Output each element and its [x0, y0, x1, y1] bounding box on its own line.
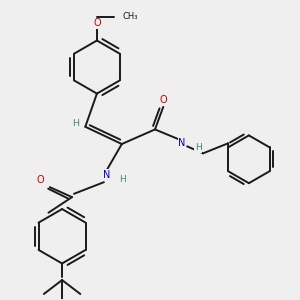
Text: O: O	[93, 18, 101, 28]
Text: N: N	[103, 169, 110, 180]
Text: N: N	[178, 138, 186, 148]
Text: O: O	[37, 175, 44, 184]
Text: H: H	[195, 143, 202, 152]
Text: CH₃: CH₃	[123, 12, 138, 21]
Text: O: O	[160, 94, 167, 105]
Text: H: H	[72, 119, 79, 128]
Text: H: H	[119, 176, 126, 184]
